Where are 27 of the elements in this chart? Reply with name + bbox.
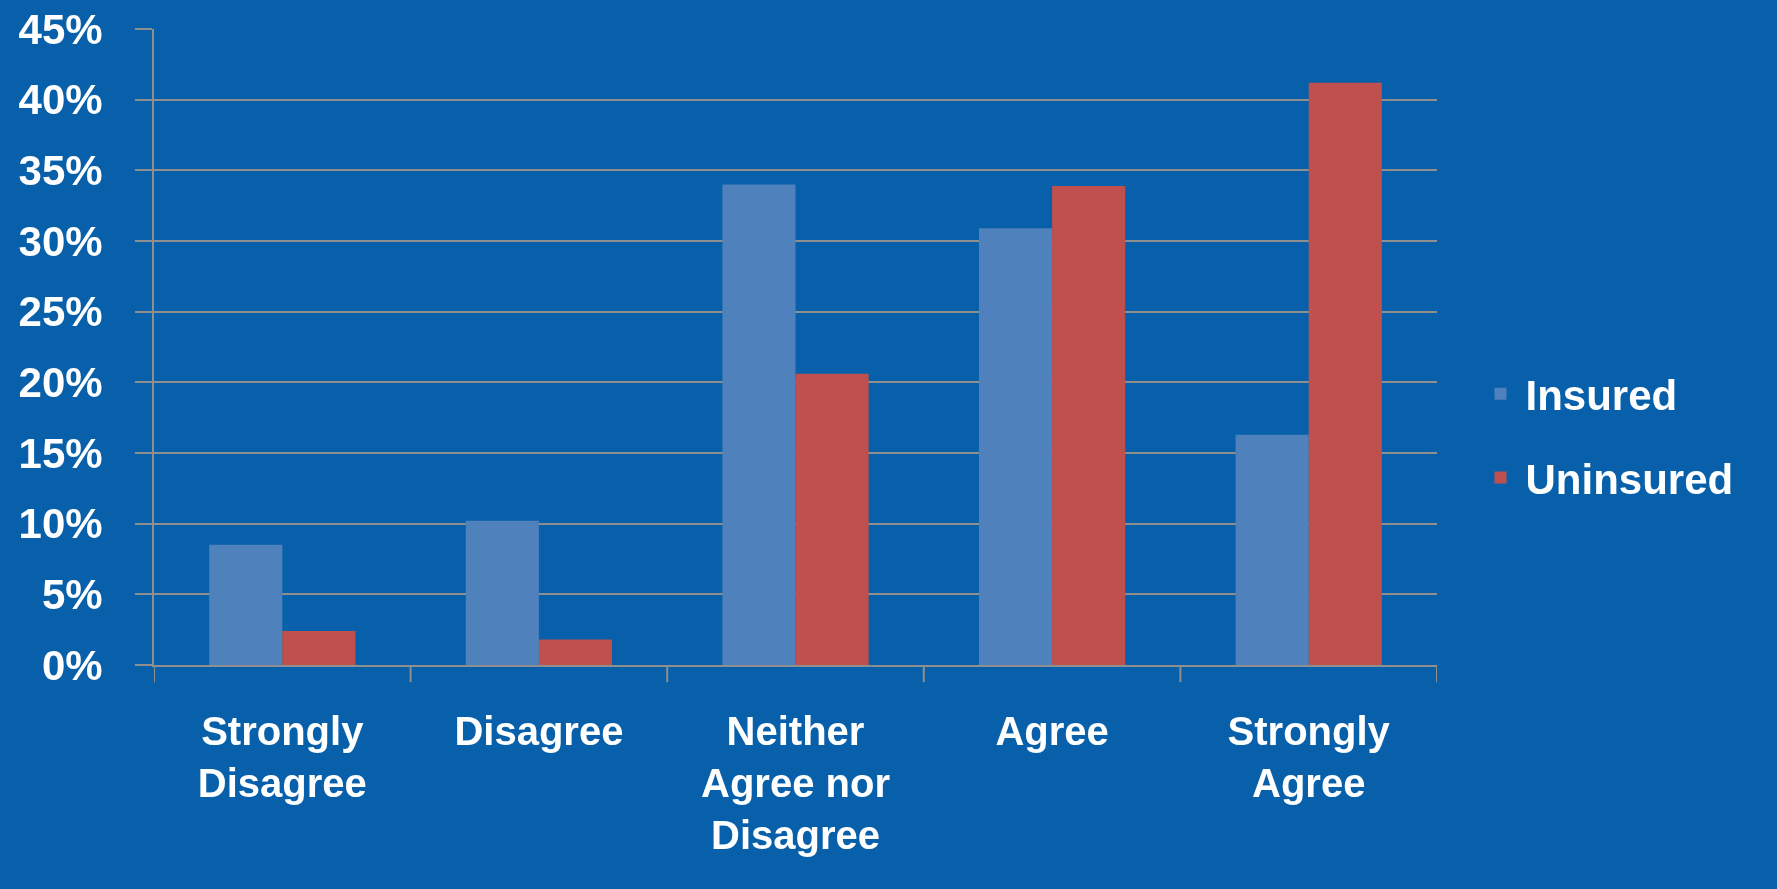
y-tick-label: 15% (18, 429, 103, 477)
legend-label: Insured (1525, 372, 1678, 420)
y-tick-label: 20% (18, 359, 103, 407)
legend-label: Uninsured (1525, 455, 1734, 503)
y-tick-label: 25% (18, 288, 103, 336)
bar (978, 228, 1053, 665)
bar (538, 639, 613, 665)
x-tick-label: Neither Agree nor Disagree (701, 709, 890, 857)
bar (1308, 82, 1382, 665)
bar (209, 544, 283, 665)
bar (1052, 185, 1126, 665)
x-tick-label: Agree (995, 709, 1109, 753)
x-tick-label: Strongly Agree (1227, 709, 1391, 805)
bar (1235, 434, 1309, 665)
y-tick-label: 30% (18, 217, 103, 265)
x-tick-label: Strongly Disagree (197, 709, 367, 805)
bar (282, 631, 356, 665)
y-tick-label: 40% (18, 76, 103, 124)
y-tick-label: 0% (41, 641, 103, 689)
y-tick-label: 35% (18, 147, 103, 195)
bar (722, 184, 796, 665)
y-tick-label: 45% (18, 5, 103, 53)
bar (465, 520, 539, 665)
bar (795, 373, 869, 665)
y-tick-label: 10% (18, 500, 103, 548)
y-tick-label: 5% (41, 571, 103, 619)
x-tick-label: Disagree (454, 709, 624, 753)
